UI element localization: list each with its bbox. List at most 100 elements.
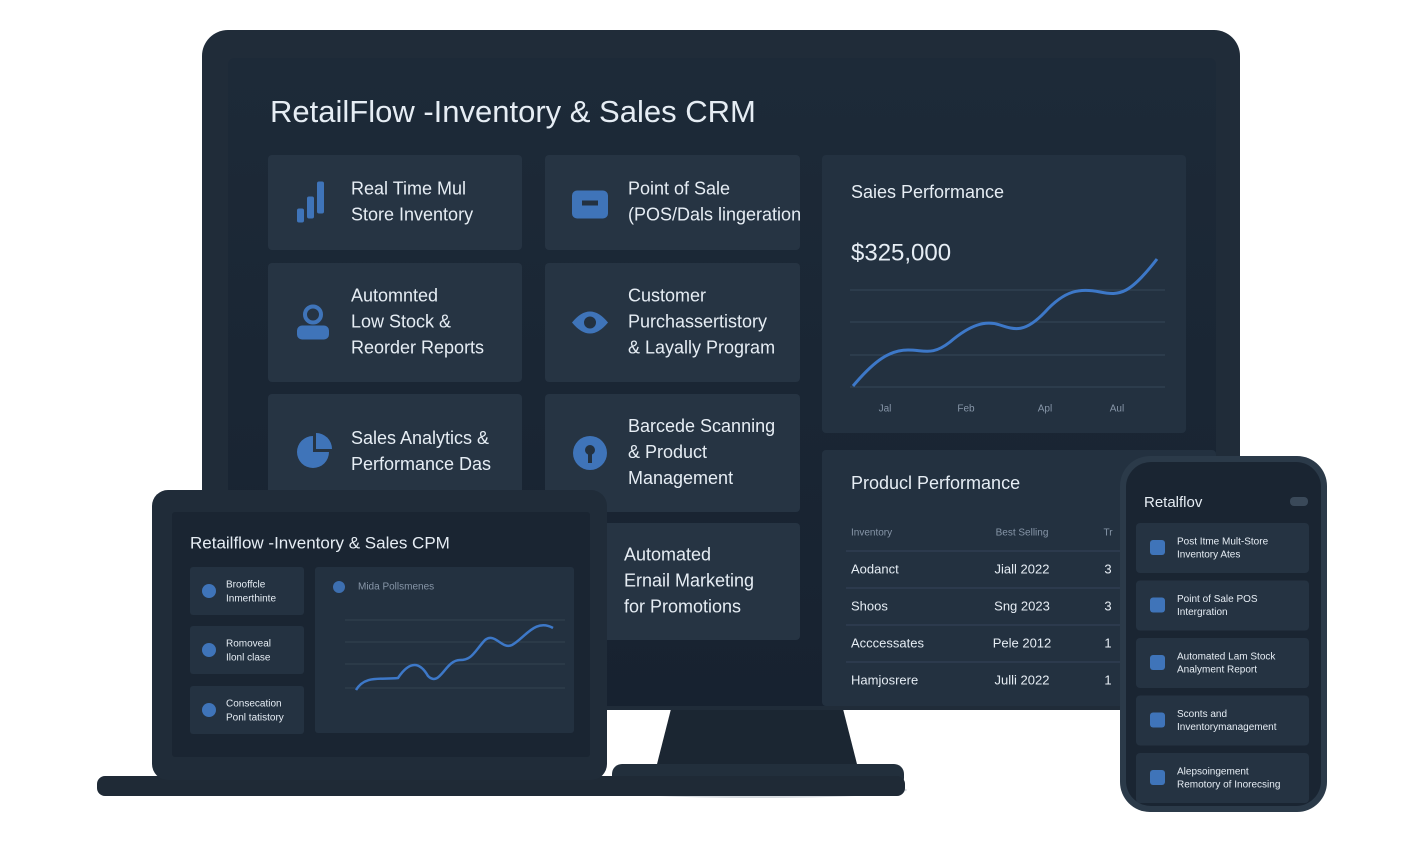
sales-title: Saies Performance [851,182,1004,202]
feature-card [545,523,800,640]
phone-item-label: Post Itme Mult-Store [1177,537,1269,548]
laptop-card-label: Brooffcle [226,580,266,591]
table-cell: 1 [1104,635,1111,650]
table-cell: Pele 2012 [993,635,1052,650]
icon-part [297,208,304,223]
feature-label: Automated [624,544,711,564]
laptop-line [354,624,554,691]
phone-item-icon [1150,597,1165,613]
monitor-title: RetailFlow -Inventory & Sales CRM [270,94,756,129]
feature-label: Sales Analytics & [351,428,489,448]
feature-label: & Product [628,442,707,462]
phone-item-label: Analyment Report [1177,665,1257,676]
phone-items: Post Itme Mult-Store Inventory Ates Point … [1136,523,1309,803]
phone-item [1136,695,1309,746]
feature-label: Low Stock & [351,311,451,331]
icon-part [584,316,596,329]
laptop-card-label: Ponl tatistory [226,713,284,724]
product-card [822,450,1216,706]
laptop-cards: Brooffcle Inmerthinte Romoveal Ilonl clase C… [190,567,304,734]
icon-part [585,445,595,455]
phone-menu [1290,497,1308,506]
feature-label: Reorder Reports [351,337,484,357]
icon-part [316,433,332,449]
table-cell: Sng 2023 [994,598,1050,613]
phone-item-label: Sconts and [1177,709,1227,720]
laptop-card [190,567,304,615]
month-label: Apl [1038,404,1052,415]
phone-item [1136,753,1309,803]
feature-card [545,155,800,250]
sales-months: Jal Feb Apl Aul [879,404,1125,415]
icon-part [303,304,323,325]
laptop-card-label: Ilonl clase [226,653,271,664]
table-cell: 3 [1104,561,1111,576]
feature-card [545,394,800,512]
phone-item-label: Automated Lam Stock [1177,652,1276,663]
table-cell: Acccessates [851,635,924,650]
sales-card [822,155,1186,433]
laptop-card-label: Consecation [226,699,282,710]
product-title: Producl Performance [851,473,1020,493]
phone-item-label: Intergration [1177,607,1228,618]
icon-part [588,453,592,463]
feature-grid: Real Time Mul Store Inventory Point of Sal… [268,155,801,640]
monitor-neck [656,705,858,768]
feature-label: Ernail Marketing [624,570,754,590]
laptop-chart-card [315,567,574,733]
laptop-card-icon [202,584,216,598]
feature-label: Purchassertistory [628,311,767,331]
icon-part [297,325,329,340]
table-cell: Aodanct [851,561,899,576]
feature-label: Point of Sale [628,178,730,198]
icon-part [297,436,329,468]
laptop-card-icon [202,643,216,657]
phone-item [1136,638,1309,688]
month-label: Aul [1110,404,1124,415]
phone-item-icon [1150,712,1165,728]
table-cell: Jiall 2022 [995,561,1050,576]
table-header: Best Selling [996,528,1049,539]
month-label: Feb [957,404,975,415]
month-label: Jal [879,404,892,415]
phone-title: Retalflov [1144,494,1203,511]
phone-item-icon [1150,540,1165,555]
phone-item [1136,523,1309,573]
icon-part [307,196,314,219]
feature-label: Barcede Scanning [628,416,775,436]
laptop-title: Retailflow -Inventory & Sales CPM [190,533,450,552]
feature-card [268,155,522,250]
feature-card [268,394,522,510]
laptop-card-label: Inmerthinte [226,594,276,605]
laptop-card [190,686,304,734]
table-cell: Shoos [851,598,888,613]
laptop-chart-title: Mida Pollsmenes [358,582,434,593]
table-cell: Julli 2022 [995,672,1050,687]
laptop-card [190,626,304,674]
feature-label: Performance Das [351,454,491,474]
phone-item-icon [1150,655,1165,670]
icon-part [582,200,598,206]
icon-part [317,181,324,214]
table-header: Tr [1103,528,1113,539]
phone-item-label: Inventory Ates [1177,550,1240,561]
table-header: Inventory [851,528,892,539]
phone-item-icon [1150,770,1165,785]
sales-grid [850,289,1165,388]
feature-card [268,263,522,382]
phone-item-label: Alepsoingement [1177,767,1249,778]
phone-item-label: Remotory of Inorecsing [1177,780,1280,791]
feature-label: Management [628,468,733,488]
table-cell: 1 [1104,672,1111,687]
feature-label: Store Inventory [351,204,473,224]
phone-item [1136,580,1309,631]
feature-label: & Layally Program [628,337,775,357]
laptop-chart-icon [333,581,345,593]
laptop-chart-grid [345,619,565,689]
table-cell: 3 [1104,598,1111,613]
phone-item-label: Inventorymanagement [1177,722,1277,733]
phone-item-label: Point of Sale POS [1177,594,1258,605]
sales-line [851,258,1159,387]
